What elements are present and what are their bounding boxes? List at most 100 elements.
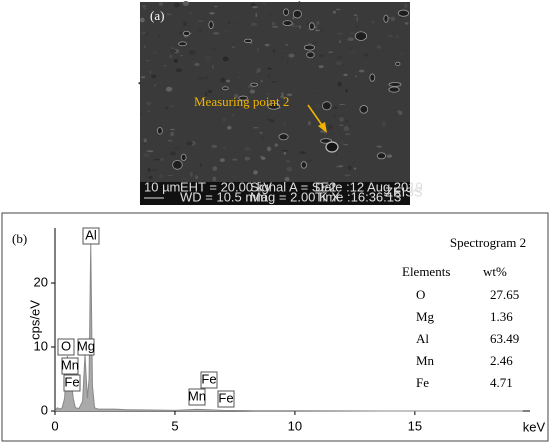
speckle xyxy=(268,74,270,79)
info-text: Date :12 Aug 2019 xyxy=(315,179,423,194)
speckle xyxy=(283,121,286,126)
info-text: ZEISS xyxy=(385,184,423,199)
pore xyxy=(208,20,214,30)
speckle xyxy=(385,36,388,39)
speckle xyxy=(152,52,157,54)
speckle xyxy=(400,53,403,55)
speckle xyxy=(261,156,266,160)
speckle xyxy=(235,106,240,108)
speckle xyxy=(394,107,397,111)
speckle xyxy=(158,1,164,6)
speckle xyxy=(151,169,158,171)
speckle xyxy=(256,67,261,73)
speckle xyxy=(340,140,345,144)
table-header: Elements xyxy=(402,264,450,279)
speckle xyxy=(331,106,339,109)
speckle xyxy=(256,71,258,73)
info-text: Signal A = SE2 xyxy=(250,179,336,194)
speckle xyxy=(394,136,397,139)
speckle xyxy=(207,89,212,93)
speckle xyxy=(175,68,183,73)
speckle xyxy=(281,92,284,97)
speckle xyxy=(227,22,231,24)
speckle xyxy=(182,1,189,7)
speckle xyxy=(328,124,333,130)
speckle xyxy=(387,35,393,37)
speckle xyxy=(267,67,272,70)
speckle xyxy=(198,77,205,81)
table-cell: 63.49 xyxy=(490,331,519,346)
speckle xyxy=(376,45,381,49)
speckle xyxy=(339,40,342,44)
speckle xyxy=(167,175,174,177)
x-tick-label: 0 xyxy=(51,418,58,433)
peak-label: Fe xyxy=(201,371,216,386)
speckle xyxy=(341,63,344,66)
speckle xyxy=(244,156,250,161)
pore xyxy=(303,44,315,51)
speckle xyxy=(139,17,145,23)
speckle xyxy=(338,124,344,126)
speckle xyxy=(260,80,264,83)
peak-label-box xyxy=(77,338,95,356)
panel-label: (b) xyxy=(12,231,27,246)
speckle xyxy=(348,47,353,50)
table-cell: O xyxy=(416,287,425,302)
speckle xyxy=(288,53,295,58)
speckle xyxy=(347,37,355,42)
pore xyxy=(388,86,400,93)
speckle xyxy=(195,175,199,180)
speckle xyxy=(264,43,270,47)
speckle xyxy=(170,131,175,137)
speckle xyxy=(199,54,206,57)
y-tick-label: 20 xyxy=(34,274,48,289)
speckle xyxy=(286,59,289,64)
speckle xyxy=(305,98,309,101)
speckle xyxy=(250,22,258,27)
peak-label: Fe xyxy=(218,390,233,405)
x-tick-label: 10 xyxy=(288,418,302,433)
speckle xyxy=(170,151,176,156)
speckle xyxy=(231,16,239,19)
table-cell: 2.46 xyxy=(490,353,513,368)
speckle xyxy=(286,166,293,172)
speckle xyxy=(194,62,200,67)
annotation: Measuring point 2 xyxy=(194,94,289,109)
speckle xyxy=(395,35,399,39)
speckle xyxy=(353,14,358,16)
speckle xyxy=(356,16,358,22)
table-cell: 1.36 xyxy=(490,309,513,324)
speckle xyxy=(157,11,161,15)
peak-label: Mn xyxy=(188,388,206,403)
speckle xyxy=(286,93,293,96)
speckle xyxy=(255,12,258,18)
speckle xyxy=(169,128,175,131)
speckle xyxy=(355,75,357,78)
pore xyxy=(244,38,253,43)
pore xyxy=(282,20,293,27)
table-title: Spectrogram 2 xyxy=(450,235,526,250)
speckle xyxy=(272,48,276,54)
speckle xyxy=(164,106,168,110)
speckle xyxy=(343,126,350,131)
speckle xyxy=(200,163,202,167)
speckle xyxy=(234,93,239,99)
speckle xyxy=(173,22,176,26)
speckle xyxy=(348,165,352,170)
speckle xyxy=(323,131,327,137)
speckle xyxy=(328,51,333,53)
speckle xyxy=(318,65,324,69)
speckle xyxy=(140,76,146,79)
speckle xyxy=(298,1,301,7)
speckle xyxy=(164,64,166,67)
peak-label-box xyxy=(63,374,81,392)
speckle xyxy=(144,142,146,146)
speckle xyxy=(339,103,346,106)
speckle xyxy=(205,75,209,80)
speckle xyxy=(274,143,279,147)
speckle xyxy=(344,174,351,177)
speckle xyxy=(257,47,259,52)
speckle xyxy=(174,3,180,8)
